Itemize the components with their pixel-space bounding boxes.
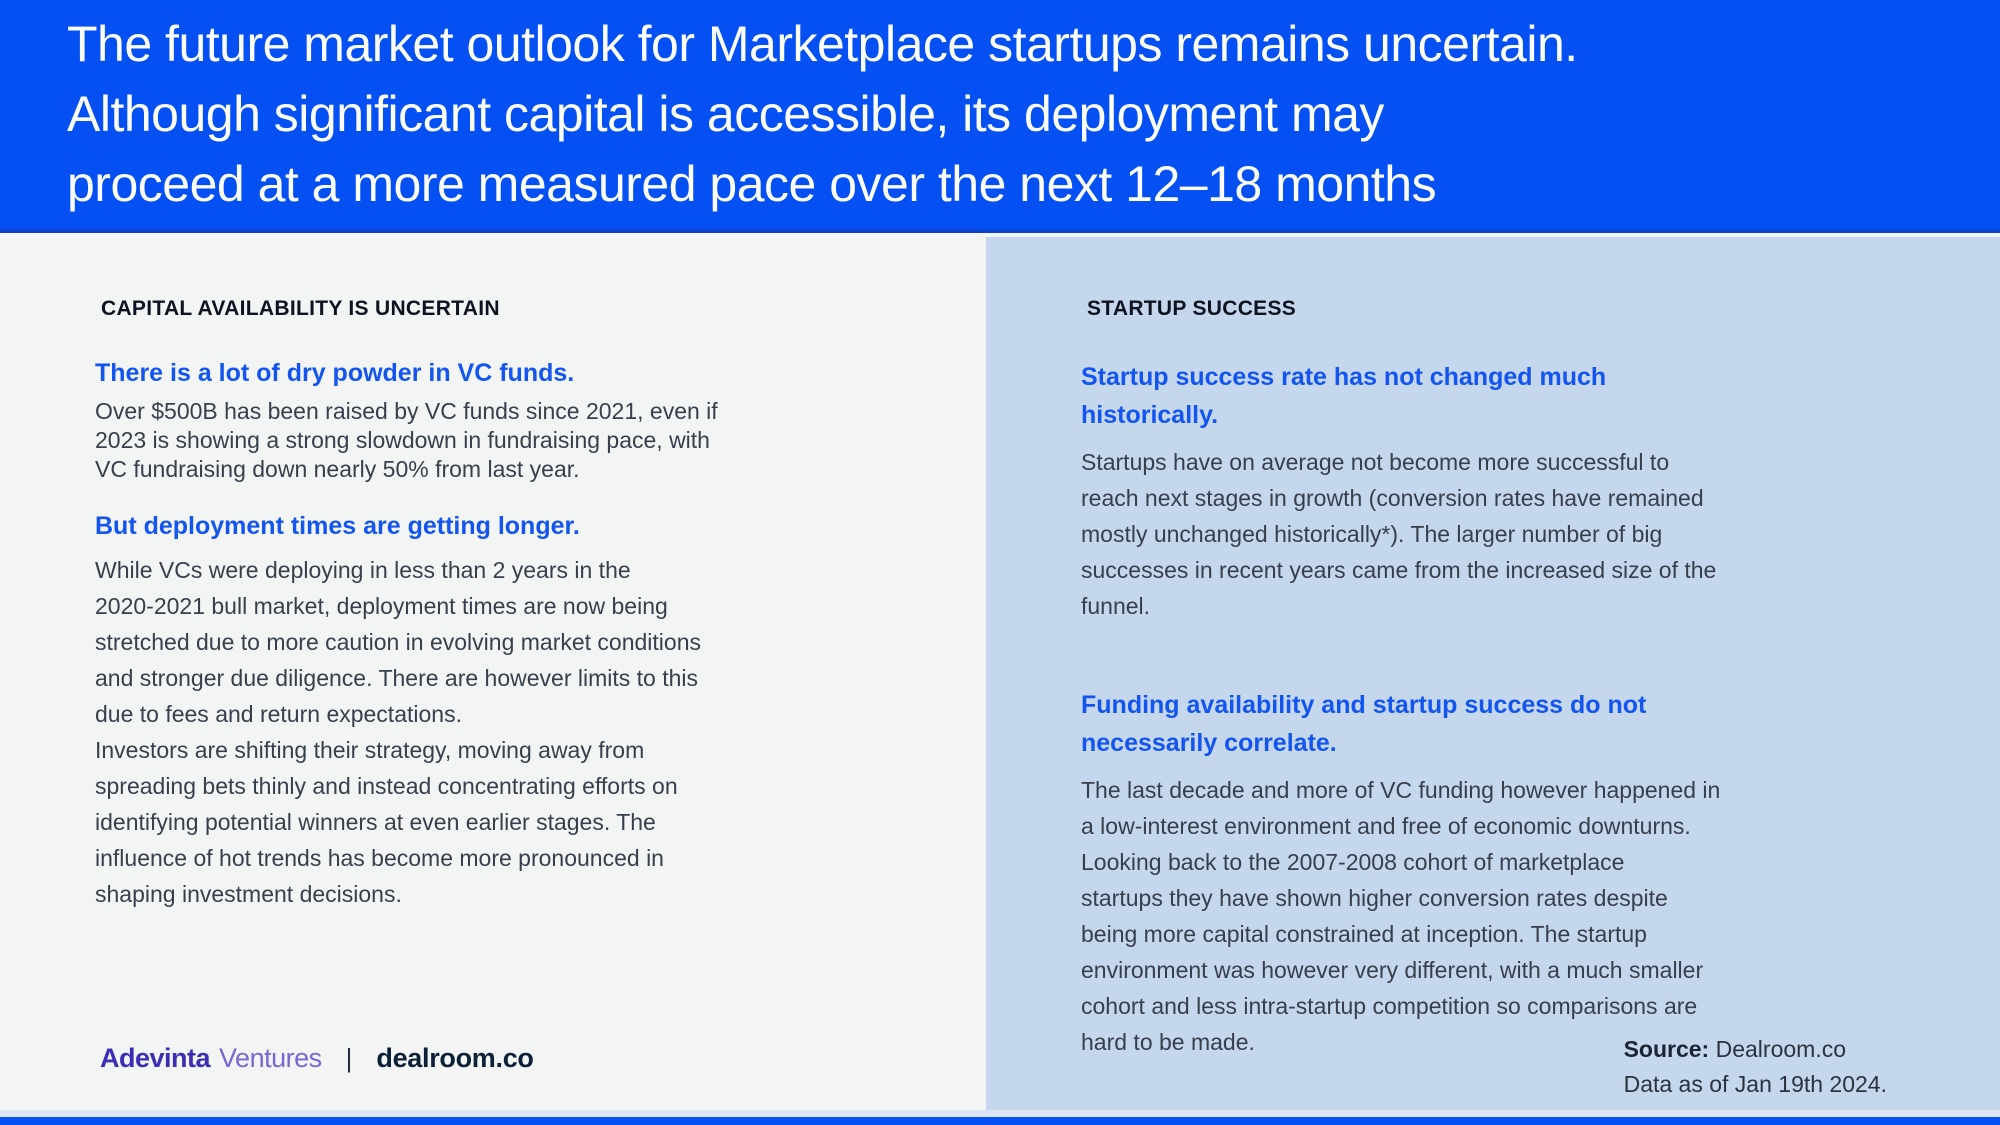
source-label: Source: — [1623, 1036, 1710, 1062]
block-dry-powder: There is a lot of dry powder in VC funds… — [95, 358, 946, 484]
heading-success-rate: Startup success rate has not changed muc… — [1081, 363, 1607, 429]
right-panel-startup-success: STARTUP SUCCESS Startup success rate has… — [986, 237, 2000, 1110]
section-title-startup-success: STARTUP SUCCESS — [1087, 297, 1297, 320]
source-date-note: Data as of Jan 19th 2024. — [1623, 1071, 1887, 1097]
heading-dry-powder: There is a lot of dry powder in VC funds… — [95, 359, 575, 387]
source-value: Dealroom.co — [1715, 1036, 1846, 1062]
adevinta-logo-text: Adevinta — [100, 1043, 211, 1073]
heading-funding-correlation: Funding availability and startup success… — [1081, 691, 1647, 757]
adevinta-ventures-logo-text: Ventures — [219, 1043, 322, 1073]
content-columns: CAPITAL AVAILABILITY IS UNCERTAIN There … — [0, 237, 2000, 1110]
body-deployment-times: While VCs were deploying in less than 2 … — [95, 557, 701, 907]
brand-row: Adevinta Ventures | dealroom.co — [100, 1042, 534, 1074]
body-success-rate: Startups have on average not become more… — [1081, 449, 1717, 619]
section-title-capital-availability: CAPITAL AVAILABILITY IS UNCERTAIN — [101, 297, 500, 320]
dealroom-logo-text: dealroom.co — [376, 1043, 534, 1073]
heading-deployment-times: But deployment times are getting longer. — [95, 512, 580, 540]
source-attribution: Source: Dealroom.co Data as of Jan 19th … — [1624, 1032, 1887, 1102]
body-funding-correlation: The last decade and more of VC funding h… — [1081, 777, 1721, 1055]
footer-light-band — [0, 1110, 2000, 1117]
page-title: The future market outlook for Marketplac… — [67, 16, 1578, 212]
body-dry-powder: Over $500B has been raised by VC funds s… — [95, 398, 718, 482]
block-deployment-times: But deployment times are getting longer.… — [95, 511, 946, 912]
block-funding-correlation: Funding availability and startup success… — [1081, 686, 1940, 1060]
header-banner: The future market outlook for Marketplac… — [0, 0, 2000, 233]
block-success-rate: Startup success rate has not changed muc… — [1081, 358, 1940, 624]
source-line: Source: Dealroom.co — [1624, 1032, 1887, 1067]
brand-separator: | — [345, 1043, 353, 1073]
left-panel-capital-availability: CAPITAL AVAILABILITY IS UNCERTAIN There … — [0, 237, 986, 1110]
footer-blue-bar — [0, 1117, 2000, 1125]
